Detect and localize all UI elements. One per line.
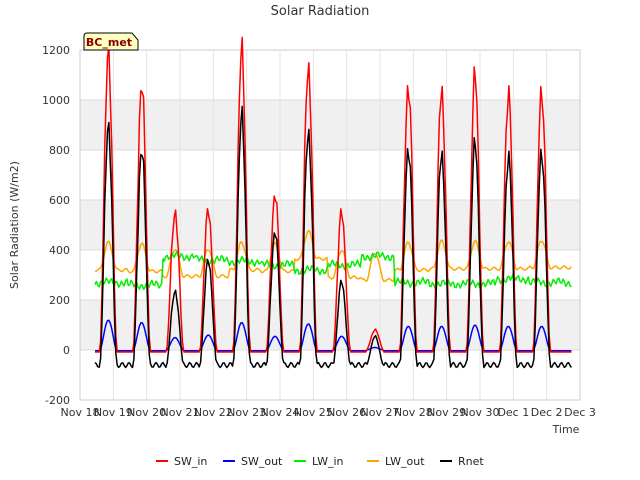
x-tick-label: Nov 29 [427,406,466,419]
x-tick-label: Nov 25 [294,406,333,419]
x-tick-label: Nov 24 [261,406,300,419]
y-axis-ticks: -200 0 200 400 600 800 1000 1200 [42,44,70,407]
y-tick-label: 600 [49,194,70,207]
series-line-lw-in [94,250,572,291]
x-tick-label: Nov 22 [194,406,233,419]
x-tick-label: Nov 27 [361,406,400,419]
legend-label: Rnet [458,455,484,468]
legend-label: LW_in [312,455,344,468]
y-tick-label: 1000 [42,94,70,107]
x-tick-label: Nov 19 [94,406,133,419]
x-tick-label: Nov 30 [461,406,500,419]
legend-label: SW_out [241,455,283,468]
chart-title: Solar Radiation [271,4,370,19]
x-axis-title: Time [552,423,580,436]
x-tick-label: Dec 2 [531,406,563,419]
y-tick-label: 800 [49,144,70,157]
legend-label: SW_in [174,455,207,468]
series-layer [94,36,573,369]
grid-band [80,300,580,350]
x-tick-label: Nov 20 [127,406,166,419]
x-tick-label: Nov 18 [61,406,100,419]
series-line-lw-out [94,229,572,283]
site-badge-label: BC_met [86,36,132,49]
y-axis-title: Solar Radiation (W/m2) [8,161,21,289]
x-tick-label: Nov 23 [227,406,266,419]
grid-bands [80,100,580,350]
x-tick-label: Dec 3 [564,406,596,419]
y-tick-label: 0 [63,344,70,357]
plot-frame [79,49,581,401]
y-tick-label: 200 [49,294,70,307]
x-tick-label: Nov 21 [161,406,200,419]
grid-band [80,200,580,250]
legend: SW_in SW_out LW_in LW_out Rnet [156,455,484,468]
legend-label: LW_out [385,455,425,468]
site-badge-shape [83,32,139,51]
series-line-rnet [94,105,573,369]
grid-band [80,100,580,150]
x-tick-label: Dec 1 [497,406,529,419]
y-tick-label: -200 [45,394,70,407]
x-tick-label: Nov 28 [394,406,433,419]
site-badge: BC_met [83,32,139,51]
series-line-sw-in [95,36,572,353]
y-tick-label: 400 [49,244,70,257]
y-tick-label: 1200 [42,44,70,57]
x-tick-label: Nov 26 [327,406,366,419]
